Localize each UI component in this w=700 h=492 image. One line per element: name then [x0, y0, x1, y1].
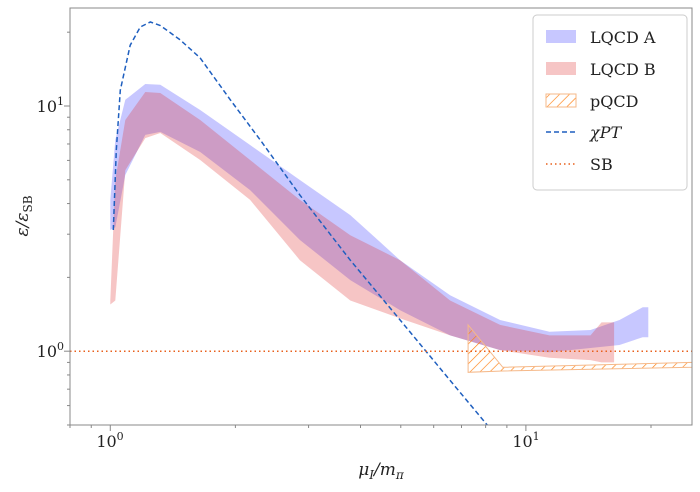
- legend-label: χPT: [589, 123, 622, 142]
- legend-label: SB: [590, 155, 613, 174]
- legend-box: [532, 14, 688, 191]
- legend-label: pQCD: [590, 92, 638, 111]
- x-tick-label: 100: [96, 430, 123, 451]
- legend: LQCD A LQCD B pQCD χPT SB: [532, 14, 688, 191]
- axis-ticks: [64, 31, 652, 431]
- y-axis-label: ε/εSB: [13, 195, 35, 236]
- plot-area: [70, 21, 692, 425]
- legend-label: LQCD B: [590, 60, 656, 79]
- legend-swatch-lqcd-b: [546, 62, 576, 75]
- band-lqcd-b: [110, 92, 615, 363]
- axes-frame: [69, 7, 693, 426]
- band-pqcd: [467, 323, 692, 373]
- x-tick-label: 101: [512, 430, 539, 451]
- band-lqcd-a: [110, 84, 649, 353]
- legend-swatch-lqcd-a: [546, 30, 576, 43]
- y-tick-label: 100: [37, 340, 64, 361]
- legend-swatch-pqcd: [545, 93, 577, 108]
- legend-label: LQCD A: [590, 28, 656, 47]
- y-tick-label: 101: [37, 95, 64, 116]
- line-chipt: [112, 21, 488, 425]
- x-axis-label: μI/mπ: [358, 460, 405, 482]
